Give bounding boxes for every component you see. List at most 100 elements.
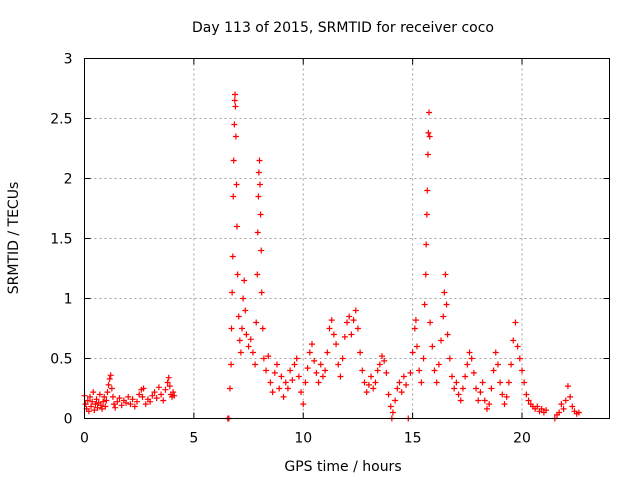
data-point [256,181,263,188]
data-point [519,367,525,374]
data-point [488,385,495,392]
data-point [226,385,233,392]
data-point [348,331,355,338]
data-point [88,403,95,410]
data-point [233,223,240,230]
data-point [232,103,239,110]
y-tick-label: 1.5 [50,232,72,248]
data-point [414,343,420,350]
data-point [282,379,289,386]
data-point [123,399,130,406]
data-point [260,355,267,362]
data-point [306,349,313,356]
data-point [499,391,506,398]
data-point [236,337,243,344]
data-point [556,409,563,416]
data-point [453,379,460,386]
data-point [242,307,249,314]
data-point [278,373,285,380]
data-point [497,379,504,386]
data-point [255,193,262,200]
data-point [466,349,473,356]
data-point [400,373,407,380]
data-point [313,369,320,376]
data-point [475,397,482,404]
data-point [427,319,434,326]
data-point [234,271,241,278]
data-point [140,385,147,392]
data-point [315,379,322,386]
data-point [569,403,576,410]
data-point [245,343,252,350]
data-point [162,386,169,393]
data-point [425,129,432,136]
data-point [151,389,158,396]
data-point [82,401,89,408]
data-point [276,385,283,392]
data-point [470,369,477,376]
data-point [317,361,324,368]
data-point [231,97,238,104]
data-point [142,401,149,408]
data-point [514,343,521,350]
data-point [257,211,264,218]
data-point [558,401,565,408]
data-point [85,408,92,415]
data-point [468,355,475,362]
data-point [166,383,173,390]
data-point [479,379,486,386]
data-point [231,121,238,128]
data-point [107,372,114,379]
data-point [440,313,447,320]
data-point [521,379,528,386]
data-point [462,373,469,380]
data-point [284,385,291,392]
data-point [243,331,250,338]
data-point [407,369,414,376]
data-point [449,373,455,380]
data-point [304,365,311,372]
data-point [291,361,298,368]
data-points [81,91,582,422]
data-point [86,393,93,400]
data-point [492,349,499,356]
data-point [136,391,143,398]
data-point [562,397,569,404]
data-point [298,389,305,396]
data-point [387,403,394,410]
data-point [411,325,418,332]
data-point [516,355,523,362]
data-point [394,385,401,392]
data-point [97,402,104,409]
data-point [490,367,497,374]
data-point [503,393,510,400]
data-point [446,355,453,362]
data-point [153,395,160,402]
data-point [165,374,172,381]
data-point [494,361,501,368]
data-point [438,337,445,344]
data-point [442,271,449,278]
y-tick-label: 0.5 [50,352,72,368]
data-point [237,349,244,356]
data-point [370,385,377,392]
data-point [385,391,392,398]
grid [84,58,610,419]
data-point [255,169,262,176]
data-point [319,373,326,380]
chart-title: Day 113 of 2015, SRMTID for receiver coc… [192,20,494,36]
data-point [457,397,464,404]
data-point [510,337,517,344]
x-tick-label: 15 [404,431,422,447]
data-point [409,349,416,356]
data-point [477,389,484,396]
tick-labels: 0 0.5 1 1.5 2 2.5 3 0 5 10 15 20 [50,52,531,447]
data-point [228,361,235,368]
data-point [160,397,167,404]
data-point [431,367,438,374]
data-point [459,385,466,392]
y-tick-label: 2.5 [50,112,72,128]
data-point [374,367,381,374]
data-point [505,379,512,386]
